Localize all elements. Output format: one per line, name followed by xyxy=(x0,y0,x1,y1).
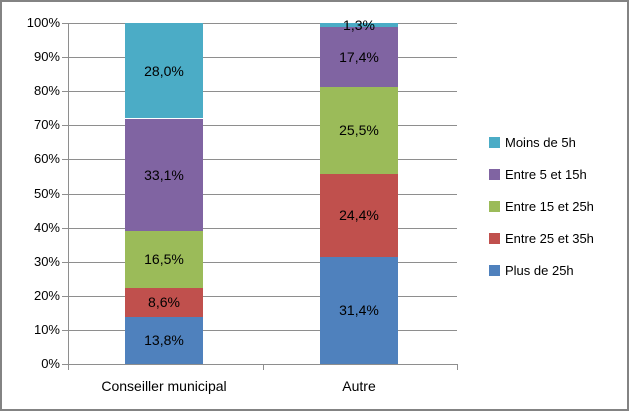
y-tick-mark xyxy=(62,159,68,160)
y-tick-label: 10% xyxy=(33,322,60,337)
bar-segment-moins-de-5h xyxy=(125,23,203,119)
legend-item: Entre 25 et 35h xyxy=(489,222,594,254)
gridline xyxy=(68,228,457,229)
y-tick-label: 70% xyxy=(33,117,60,132)
gridline xyxy=(68,57,457,58)
legend-swatch-icon xyxy=(489,168,500,180)
y-tick-mark xyxy=(62,364,68,365)
data-label: 16,5% xyxy=(144,251,184,268)
category-label: Conseiller municipal xyxy=(101,378,227,394)
legend-swatch-icon xyxy=(489,232,500,244)
legend-item: Plus de 25h xyxy=(489,254,594,286)
bar-segment-plus-de-25h xyxy=(320,256,398,364)
data-label: 28,0% xyxy=(144,62,184,79)
bar-segment-entre-15-et-25h xyxy=(125,231,203,288)
y-tick-label: 0% xyxy=(41,356,60,371)
x-tick-mark xyxy=(68,365,69,370)
gridline xyxy=(68,194,457,195)
y-tick-mark xyxy=(62,262,68,263)
y-tick-label: 30% xyxy=(33,254,60,269)
y-tick-mark xyxy=(62,296,68,297)
gridline xyxy=(68,23,457,24)
gridline xyxy=(68,159,457,160)
y-tick-label: 80% xyxy=(33,83,60,98)
bar-segment-entre-25-et-35h xyxy=(320,173,398,257)
y-tick-mark xyxy=(62,23,68,24)
bar-segment-entre-15-et-25h xyxy=(320,86,398,174)
legend-swatch-icon xyxy=(489,136,500,148)
data-label: 24,4% xyxy=(339,207,379,224)
gridline xyxy=(68,330,457,331)
category-label: Autre xyxy=(342,378,376,394)
legend-label: Entre 5 et 15h xyxy=(505,166,587,182)
legend-item: Entre 5 et 15h xyxy=(489,158,594,190)
y-tick-label: 100% xyxy=(26,15,60,30)
stacked-bar: 13,8% 8,6% 16,5% 33,1% 28,0% xyxy=(125,23,203,364)
legend-label: Plus de 25h xyxy=(505,262,574,278)
data-label: 13,8% xyxy=(144,332,184,349)
y-tick-mark xyxy=(62,125,68,126)
bar-segment-entre-25-et-35h xyxy=(125,287,203,317)
y-tick-mark xyxy=(62,194,68,195)
bar-segment-plus-de-25h xyxy=(125,316,203,364)
plot-area: 13,8% 8,6% 16,5% 33,1% 28,0% 31,4% 24,4% 25,5% 1… xyxy=(68,17,457,364)
gridline xyxy=(68,262,457,263)
bar-segment-entre-5-et-15h xyxy=(125,118,203,232)
data-label: 31,4% xyxy=(339,302,379,319)
data-label: 8,6% xyxy=(148,294,180,311)
legend: Moins de 5h Entre 5 et 15h Entre 15 et 25h… xyxy=(489,126,594,286)
bar-segment-moins-de-5h xyxy=(320,23,398,28)
y-tick-label: 90% xyxy=(33,49,60,64)
data-label: 33,1% xyxy=(144,166,184,183)
y-tick-mark xyxy=(62,57,68,58)
stacked-bar: 31,4% 24,4% 25,5% 17,4% 1,3% xyxy=(320,17,398,364)
gridline xyxy=(68,91,457,92)
legend-label: Moins de 5h xyxy=(505,134,576,150)
y-tick-label: 60% xyxy=(33,151,60,166)
legend-label: Entre 15 et 25h xyxy=(505,198,594,214)
x-axis-line xyxy=(68,364,458,365)
legend-item: Moins de 5h xyxy=(489,126,594,158)
legend-label: Entre 25 et 35h xyxy=(505,230,594,246)
y-tick-label: 20% xyxy=(33,288,60,303)
y-tick-mark xyxy=(62,91,68,92)
legend-swatch-icon xyxy=(489,200,500,212)
bar-segment-entre-5-et-15h xyxy=(320,27,398,87)
legend-item: Entre 15 et 25h xyxy=(489,190,594,222)
gridline xyxy=(68,296,457,297)
y-tick-mark xyxy=(62,330,68,331)
x-tick-mark xyxy=(457,365,458,370)
data-label: 1,3% xyxy=(343,17,375,34)
y-tick-mark xyxy=(62,228,68,229)
data-label: 17,4% xyxy=(339,49,379,66)
y-tick-label: 40% xyxy=(33,220,60,235)
x-tick-mark xyxy=(263,365,264,370)
gridline xyxy=(68,125,457,126)
legend-swatch-icon xyxy=(489,264,500,276)
y-tick-label: 50% xyxy=(33,186,60,201)
data-label: 25,5% xyxy=(339,122,379,139)
